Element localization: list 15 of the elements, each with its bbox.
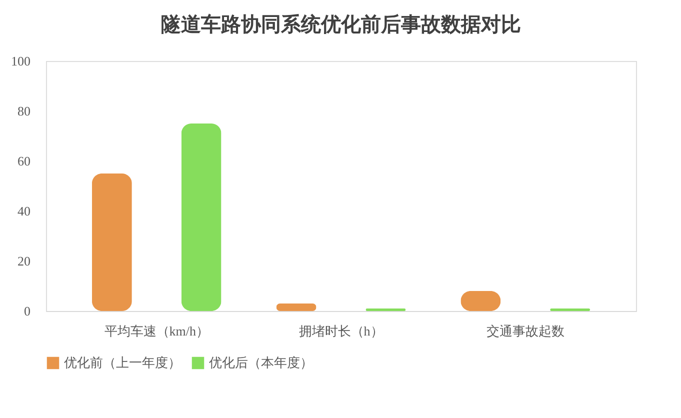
x-tick-label: 平均车速（km/h） [104,324,209,338]
y-tick-label: 60 [18,154,30,168]
bar [92,174,132,311]
y-tick-label: 100 [11,54,30,68]
legend-label: 优化前（上一年度） [64,355,181,370]
bar [181,124,222,311]
chart-title: 隧道车路协同系统优化前后事故数据对比 [161,13,521,36]
y-tick-label: 40 [18,204,30,218]
x-tick-label: 拥堵时长（h） [298,324,384,338]
legend-label: 优化后（本年度） [209,355,313,370]
y-tick-label: 20 [18,254,30,268]
x-tick-label: 交通事故起数 [486,324,564,338]
y-tick-label: 80 [18,104,30,118]
y-tick-label: 0 [24,304,30,318]
bar [276,304,316,311]
